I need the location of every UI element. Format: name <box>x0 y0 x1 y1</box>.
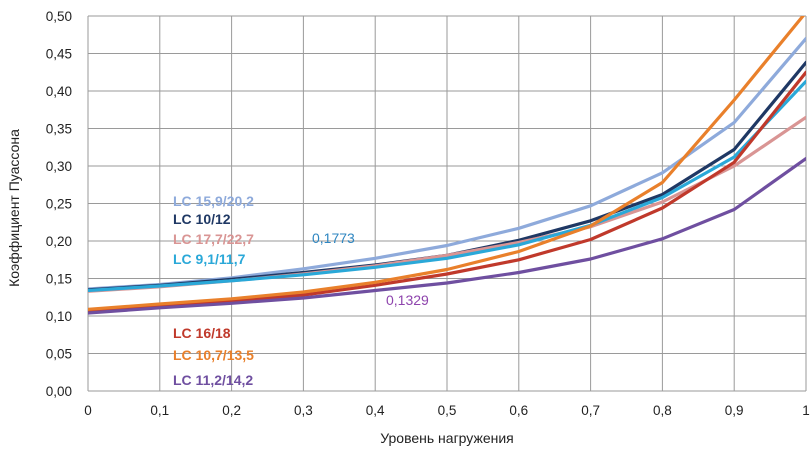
series-label-lc-17-7: LC 17,7/22,7 <box>173 231 254 247</box>
x-tick-label: 0,8 <box>653 403 672 418</box>
series-line <box>88 70 806 314</box>
series-label-lc-11-2: LC 11,2/14,2 <box>173 372 253 388</box>
y-tick-label: 0,15 <box>46 272 72 287</box>
y-tick-label: 0,35 <box>46 122 72 137</box>
series-label-lc-10-7: LC 10,7/13,5 <box>173 347 254 363</box>
y-tick-label: 0,45 <box>46 47 72 62</box>
y-tick-label: 0,05 <box>46 347 72 362</box>
x-tick-label: 1 <box>802 403 810 418</box>
y-tick-labels: 0,00 0,05 0,10 0,15 0,20 0,25 0,30 0,35 0,40 0,45… <box>46 9 72 399</box>
x-tick-label: 0,7 <box>581 403 600 418</box>
x-tick-label: 0,3 <box>294 403 313 418</box>
series-line <box>88 16 806 311</box>
series-label-lc-16-18: LC 16/18 <box>173 325 231 341</box>
y-axis-title: Коэффициент Пуассона <box>6 129 22 287</box>
x-axis-title: Уровень нагружения <box>380 430 514 446</box>
series-line <box>88 79 806 293</box>
y-tick-label: 0,40 <box>46 84 72 99</box>
x-tick-labels: 0 0,1 0,2 0,3 0,4 0,5 0,6 0,7 0,8 0,9 1 <box>84 403 810 418</box>
x-tick-label: 0,2 <box>222 403 241 418</box>
annotation-0-1329: 0,1329 <box>386 292 429 308</box>
x-tick-label: 0 <box>84 403 92 418</box>
grid <box>87 15 807 392</box>
y-tick-label: 0,20 <box>46 234 72 249</box>
series-label-lc-10-12: LC 10/12 <box>173 211 231 227</box>
x-tick-label: 0,1 <box>150 403 169 418</box>
annotation-0-1773: 0,1773 <box>312 230 355 246</box>
y-tick-label: 0,00 <box>46 384 72 399</box>
x-tick-label: 0,4 <box>366 403 385 418</box>
y-tick-label: 0,10 <box>46 309 72 324</box>
x-tick-label: 0,6 <box>509 403 528 418</box>
series-lines <box>88 16 806 315</box>
series-label-lc-9-1: LC 9,1/11,7 <box>173 251 246 267</box>
x-tick-label: 0,5 <box>438 403 457 418</box>
x-tick-label: 0,9 <box>725 403 744 418</box>
y-tick-label: 0,30 <box>46 159 72 174</box>
y-tick-label: 0,50 <box>46 9 72 24</box>
y-tick-label: 0,25 <box>46 197 72 212</box>
series-line <box>88 156 806 315</box>
series-label-lc-15-9: LC 15,9/20,2 <box>173 193 254 209</box>
